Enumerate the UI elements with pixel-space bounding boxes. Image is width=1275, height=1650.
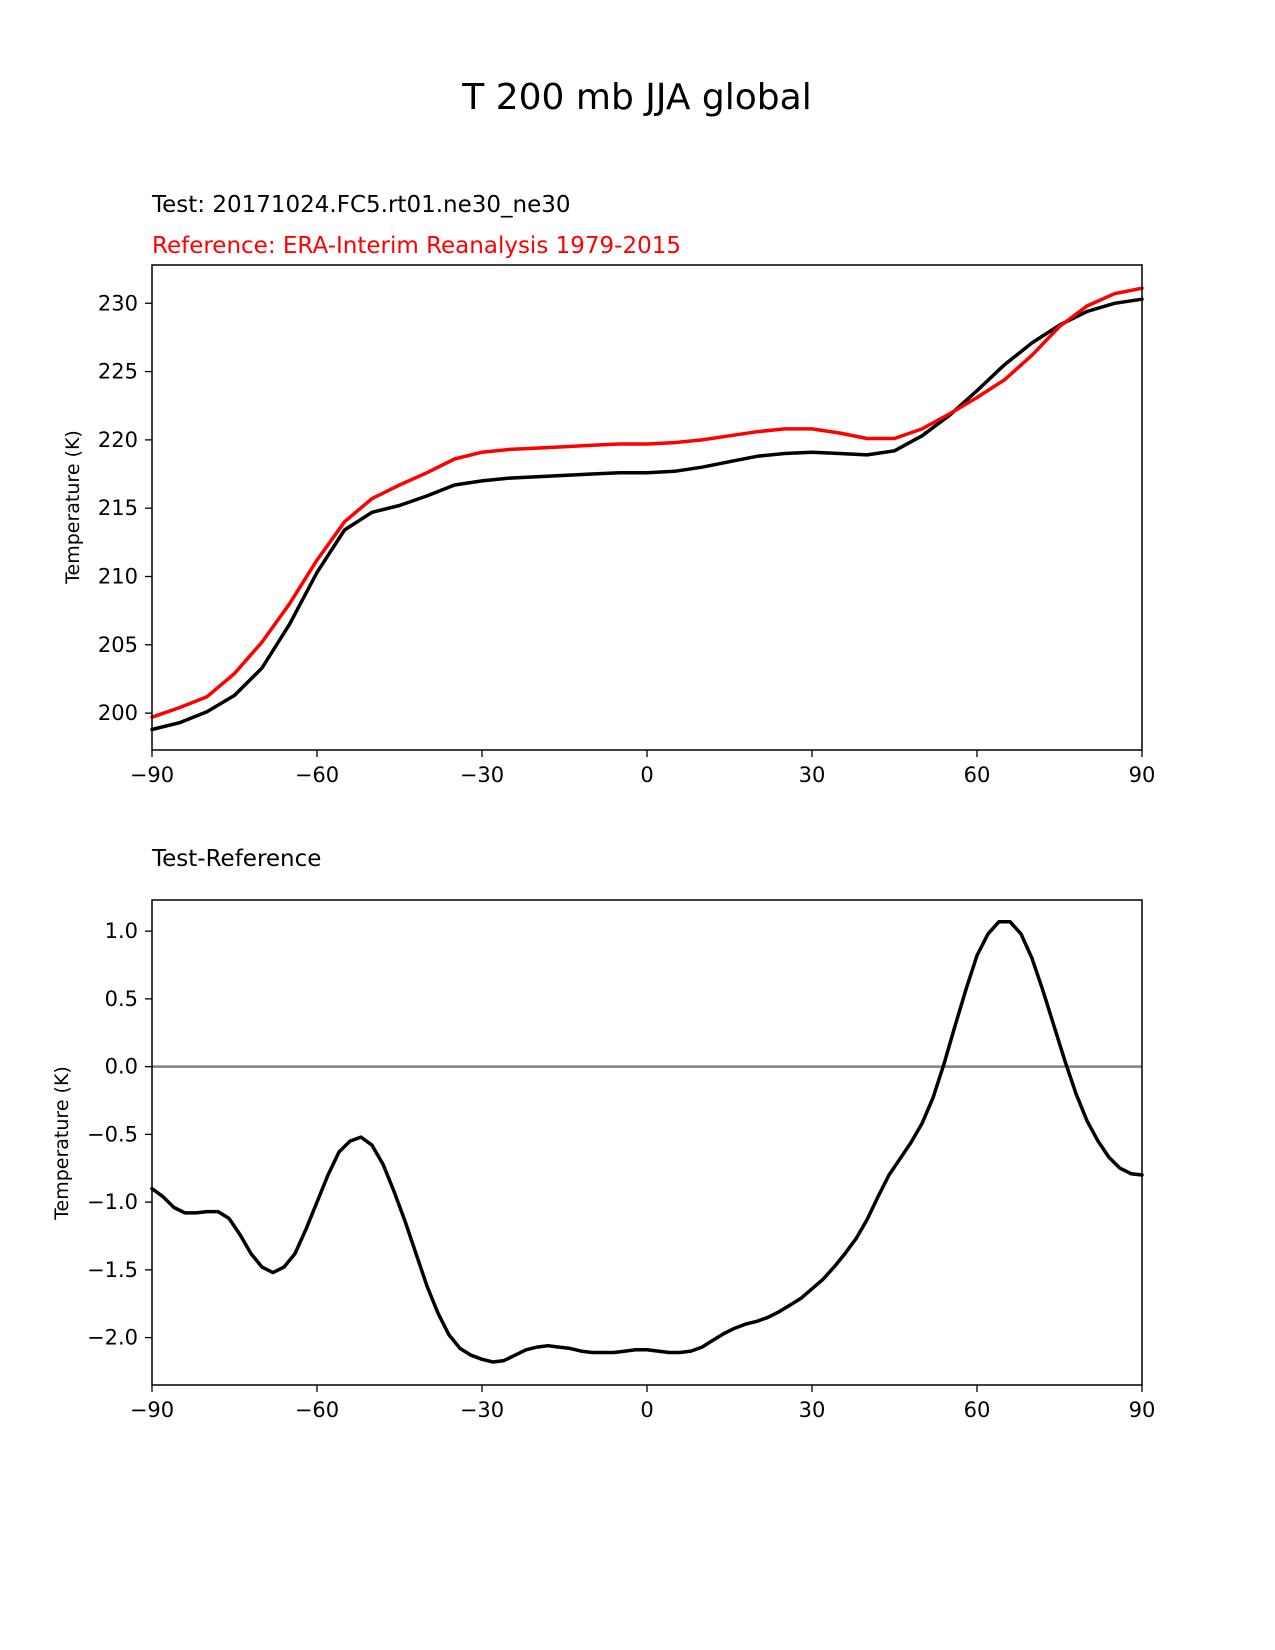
- bottom-y-tick-label: 0.5: [105, 987, 138, 1011]
- top-y-tick-label: 200: [98, 701, 138, 725]
- test-title: Test: 20171024.FC5.rt01.ne30_ne30: [151, 192, 571, 218]
- bottom-panel: Test-Reference Temperature (K) −90 −60 −30…: [51, 846, 1155, 1422]
- top-plot-area: −90 −60 −30 0 30 60 90 200 205 210 215 220 225 230: [98, 264, 1156, 787]
- bottom-x-tick-label: 60: [964, 1398, 991, 1422]
- top-panel: Test: 20171024.FC5.rt01.ne30_ne30 Refere…: [62, 192, 1155, 787]
- top-axes-frame: [151, 264, 1143, 751]
- figure-title: T 200 mb JJA global: [461, 77, 811, 118]
- top-series-test: [150, 297, 1144, 732]
- bottom-x-tick-label: 0: [640, 1398, 653, 1422]
- bottom-axes-frame: [151, 899, 1143, 1386]
- top-x-tick-label: 90: [1129, 763, 1156, 787]
- bottom-series-test-reference: [150, 919, 1144, 1364]
- bottom-y-tick-label: 0.0: [105, 1055, 138, 1079]
- bottom-y-tick-label: −1.0: [87, 1190, 138, 1214]
- top-x-tick-label: 60: [964, 763, 991, 787]
- bottom-x-tick-label: 30: [799, 1398, 826, 1422]
- difference-title: Test-Reference: [151, 846, 321, 872]
- top-x-tick-label: 0: [640, 763, 653, 787]
- bottom-x-tick-label: −60: [295, 1398, 339, 1422]
- bottom-y-tick-label: −1.5: [87, 1258, 138, 1282]
- bottom-plot-area: −90 −60 −30 0 30 60 90 −2.0 −1.5 −1.0 −0.5 0.0 0.5 1.…: [87, 899, 1156, 1422]
- top-y-tick-label: 230: [98, 291, 138, 315]
- top-x-tick-label: 30: [799, 763, 826, 787]
- bottom-x-tick-label: 90: [1129, 1398, 1156, 1422]
- top-y-tick-label: 210: [98, 564, 138, 588]
- reference-title: Reference: ERA-Interim Reanalysis 1979-2…: [152, 233, 681, 259]
- top-y-tick-label: 205: [98, 633, 138, 657]
- top-x-tick-label: −90: [130, 763, 174, 787]
- top-y-axis-label: Temperature (K): [62, 430, 84, 585]
- top-series-reference: [150, 286, 1144, 719]
- bottom-x-tick-label: −90: [130, 1398, 174, 1422]
- top-y-tick-label: 225: [98, 360, 138, 384]
- bottom-y-tick-label: −2.0: [87, 1326, 138, 1350]
- bottom-y-tick-label: 1.0: [105, 919, 138, 943]
- top-x-tick-label: −60: [295, 763, 339, 787]
- top-x-tick-label: −30: [460, 763, 504, 787]
- bottom-y-axis-label: Temperature (K): [51, 1066, 73, 1221]
- top-y-tick-label: 215: [98, 496, 138, 520]
- bottom-x-tick-label: −30: [460, 1398, 504, 1422]
- top-y-tick-label: 220: [98, 428, 138, 452]
- bottom-y-tick-label: −0.5: [87, 1122, 138, 1146]
